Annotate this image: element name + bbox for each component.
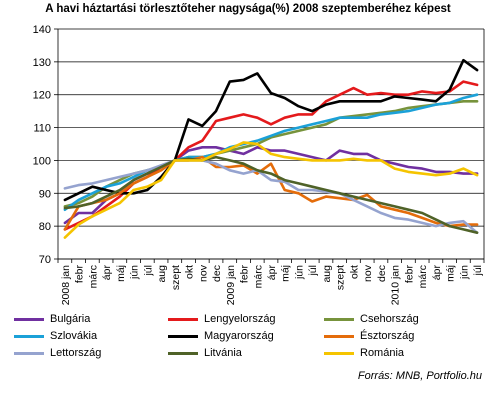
y-tick-label: 90 bbox=[39, 188, 51, 200]
series-line bbox=[63, 159, 479, 234]
legend-label: Észtország bbox=[360, 330, 415, 342]
y-tick-label: 130 bbox=[33, 57, 51, 69]
series-line bbox=[63, 155, 479, 234]
legend-label: Románia bbox=[360, 347, 405, 359]
x-tick-label: aug bbox=[321, 265, 333, 283]
x-tick-label: febr bbox=[239, 264, 251, 283]
x-tick-label: szept bbox=[335, 265, 347, 290]
x-tick-label: 2009 jan bbox=[225, 265, 237, 305]
legend-label: Lettország bbox=[50, 347, 102, 359]
series-line bbox=[63, 93, 479, 211]
legend-item: Lettország bbox=[14, 346, 101, 360]
y-tick-labels: 70 80 90 100 110 120 130 140 bbox=[33, 24, 51, 266]
legend-label: Csehország bbox=[360, 313, 419, 325]
legend-item: Magyarország bbox=[168, 329, 274, 343]
x-tick-label: jún bbox=[458, 265, 470, 280]
x-tick-labels: 2008 jan febr márc ápr máj jún júl aug szept okt n… bbox=[60, 264, 484, 305]
x-tick-label: dec bbox=[211, 265, 223, 282]
series-lines bbox=[63, 58, 479, 239]
x-tick-label: máj bbox=[280, 265, 292, 282]
legend-swatch bbox=[14, 351, 44, 355]
y-tick-label: 140 bbox=[33, 24, 51, 36]
x-tick-label: 2010 jan bbox=[390, 265, 402, 305]
x-tick-label: márc bbox=[87, 265, 99, 288]
legend-swatch bbox=[14, 334, 44, 338]
source-note: Forrás: MNB, Portfolio.hu bbox=[357, 370, 482, 382]
x-tick-label: nov bbox=[362, 264, 374, 282]
legend-label: Litvánia bbox=[204, 347, 242, 359]
x-tick-label: júl bbox=[142, 265, 154, 277]
legend-swatch bbox=[324, 351, 354, 355]
x-tick-label: 2008 jan bbox=[60, 265, 72, 305]
legend-label: Bulgária bbox=[50, 313, 91, 325]
legend-swatch bbox=[14, 317, 44, 321]
series-line bbox=[63, 141, 479, 239]
x-tick-label: aug bbox=[156, 265, 168, 283]
axes bbox=[54, 28, 485, 263]
x-tick-label: márc bbox=[417, 265, 429, 288]
legend-item: Észtország bbox=[324, 329, 414, 343]
x-tick-label: ápr bbox=[431, 265, 443, 281]
series-line bbox=[63, 58, 479, 202]
x-tick-label: febr bbox=[74, 264, 86, 283]
legend-swatch bbox=[168, 334, 198, 338]
legend-swatch bbox=[168, 317, 198, 321]
legend-swatch bbox=[324, 317, 354, 321]
x-tick-label: márc bbox=[252, 265, 264, 288]
x-tick-label: jún bbox=[129, 265, 141, 280]
series-line bbox=[63, 80, 479, 231]
legend-item: Szlovákia bbox=[14, 329, 97, 343]
x-tick-label: okt bbox=[348, 265, 360, 279]
legend-swatch bbox=[168, 351, 198, 355]
y-tick-label: 120 bbox=[33, 90, 51, 102]
x-tick-label: szept bbox=[170, 265, 182, 290]
grid-lines bbox=[58, 28, 484, 260]
y-tick-label: 100 bbox=[33, 155, 51, 167]
legend-item: Csehország bbox=[324, 312, 419, 326]
legend-item: Litvánia bbox=[168, 346, 242, 360]
legend-label: Magyarország bbox=[204, 330, 274, 342]
x-tick-label: febr bbox=[403, 264, 415, 283]
x-tick-label: ápr bbox=[101, 265, 113, 281]
x-tick-label: okt bbox=[184, 265, 196, 279]
y-tick-label: 70 bbox=[39, 254, 51, 266]
legend-label: Szlovákia bbox=[50, 330, 98, 342]
x-tick-label: júl bbox=[472, 265, 484, 277]
x-tick-label: júl bbox=[307, 265, 319, 277]
y-tick-label: 80 bbox=[39, 221, 51, 233]
x-tick-label: nov bbox=[197, 264, 209, 282]
x-tick-label: máj bbox=[445, 265, 457, 282]
legend-label: Lengyelország bbox=[204, 313, 276, 325]
x-tick-label: máj bbox=[115, 265, 127, 282]
y-tick-label: 110 bbox=[33, 123, 51, 135]
x-tick-label: jún bbox=[293, 265, 305, 280]
legend-swatch bbox=[324, 334, 354, 338]
x-tick-label: ápr bbox=[266, 265, 278, 281]
chart-title: A havi háztartási törlesztőteher nagyság… bbox=[45, 3, 451, 15]
legend-item: Bulgária bbox=[14, 312, 90, 326]
series-line bbox=[63, 155, 479, 231]
legend-item: Lengyelország bbox=[168, 312, 276, 326]
legend-item: Románia bbox=[324, 346, 404, 360]
x-tick-label: dec bbox=[376, 265, 388, 282]
